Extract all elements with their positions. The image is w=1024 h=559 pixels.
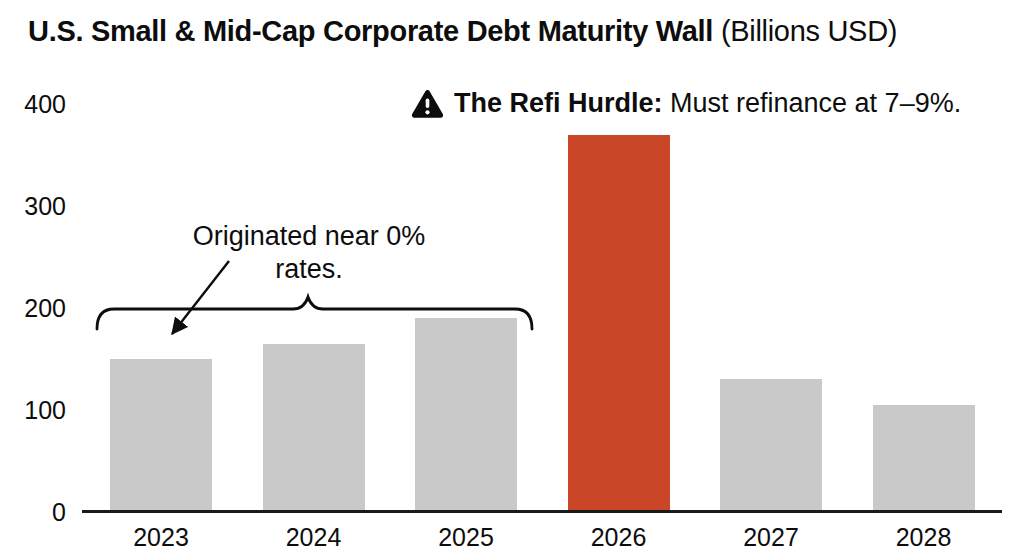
x-tick-label-2023: 2023 [85, 522, 237, 552]
y-tick-label-400: 400 [14, 89, 66, 119]
bar-2025 [415, 318, 517, 512]
x-axis-line [82, 510, 1002, 513]
chart-title-main: U.S. Small & Mid-Cap Corporate Debt Matu… [28, 15, 713, 47]
plot-area [82, 90, 1002, 512]
bar-2023 [110, 359, 212, 512]
x-tick-label-2027: 2027 [695, 522, 847, 552]
x-tick-label-2026: 2026 [543, 522, 695, 552]
bar-2026 [568, 135, 670, 512]
y-tick-label-0: 0 [14, 497, 66, 527]
x-tick-label-2028: 2028 [848, 522, 1000, 552]
bar-2024 [263, 344, 365, 512]
y-tick-label-200: 200 [14, 293, 66, 323]
y-tick-label-100: 100 [14, 395, 66, 425]
y-tick-label-300: 300 [14, 191, 66, 221]
x-tick-label-2025: 2025 [390, 522, 542, 552]
chart-title: U.S. Small & Mid-Cap Corporate Debt Matu… [28, 15, 897, 48]
chart-title-units: (Billions USD) [713, 15, 897, 47]
bar-2027 [720, 379, 822, 512]
x-tick-label-2024: 2024 [238, 522, 390, 552]
bar-2028 [873, 405, 975, 512]
chart-canvas: U.S. Small & Mid-Cap Corporate Debt Matu… [0, 0, 1024, 559]
